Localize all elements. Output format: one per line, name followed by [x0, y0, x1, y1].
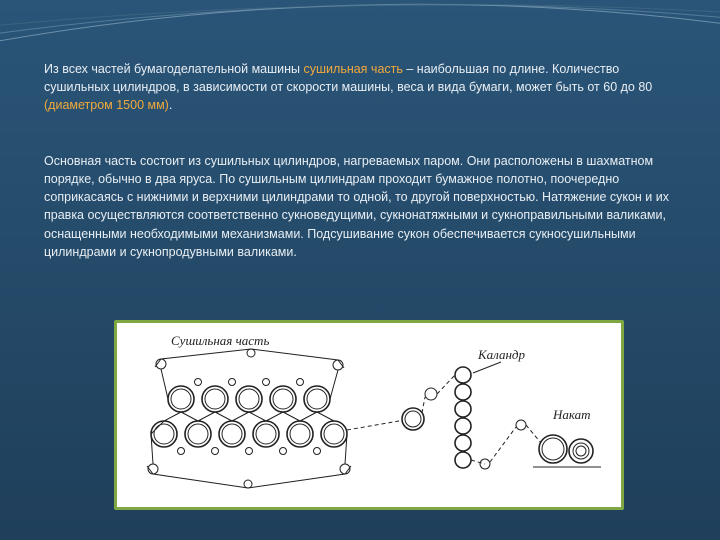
p2-text: Основная часть состоит из сушильных цили… — [44, 154, 669, 259]
calender-group — [402, 362, 501, 469]
label-drying: Сушильная часть — [171, 333, 269, 348]
p1-hl1: сушильная часть — [304, 62, 403, 76]
reel-group — [490, 420, 601, 467]
label-reel: Накат — [552, 407, 591, 422]
paragraph-1: Из всех частей бумагоделательной машины … — [44, 60, 676, 114]
p1-post: . — [169, 98, 172, 112]
header-arcs — [0, 0, 720, 60]
slide-root: Из всех частей бумагоделательной машины … — [0, 0, 720, 540]
figure-diagram: Сушильная часть Каландр Накат — [123, 329, 615, 501]
paragraph-2: Основная часть состоит из сушильных цили… — [44, 152, 676, 261]
p1-hl2: (диаметром 1500 мм) — [44, 98, 169, 112]
drying-section-group — [147, 349, 399, 488]
figure-frame: Сушильная часть Каландр Накат — [114, 320, 624, 510]
label-calender: Каландр — [477, 347, 525, 362]
p1-pre: Из всех частей бумагоделательной машины — [44, 62, 304, 76]
